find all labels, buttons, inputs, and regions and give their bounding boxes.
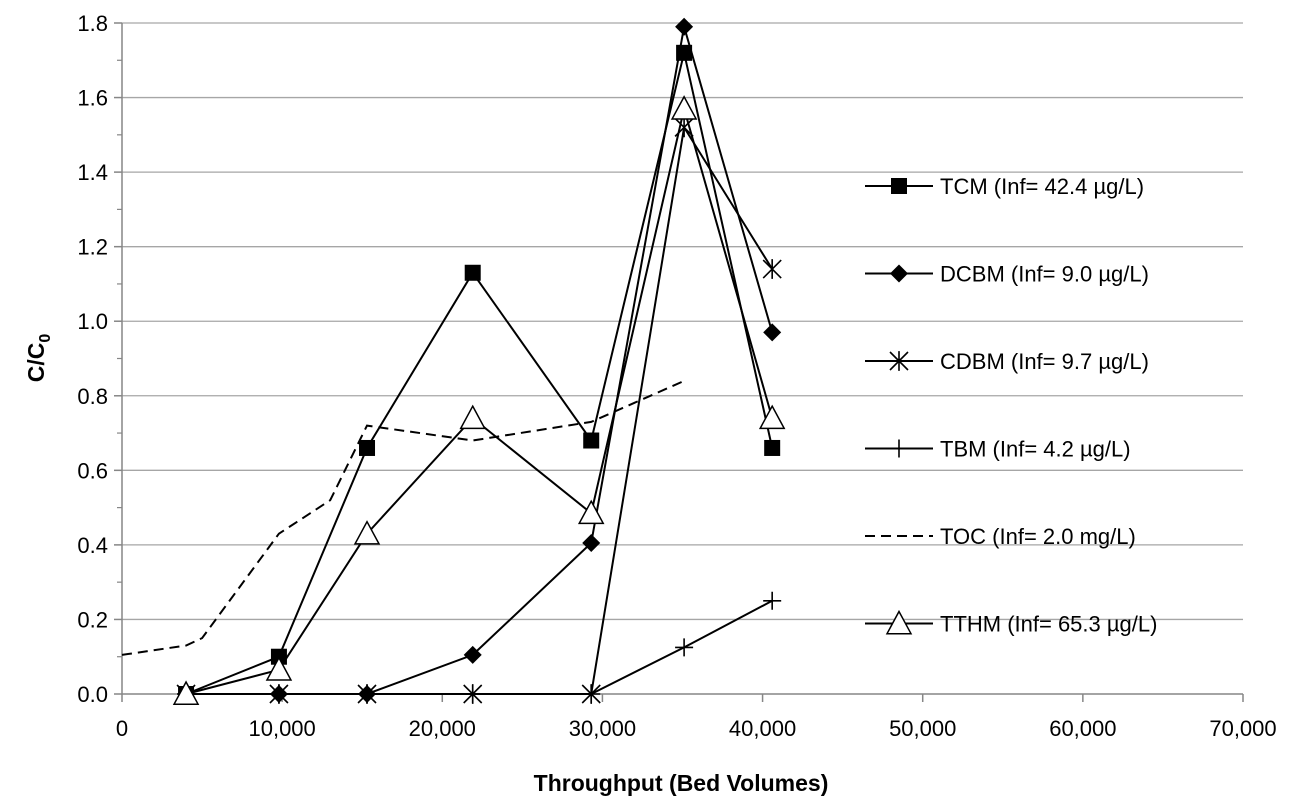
- y-tick-labels: 0.0 0.2 0.4 0.6 0.8 1.0 1.2 1.4 1.6 1.8: [77, 11, 108, 707]
- series-3: [177, 591, 782, 703]
- plus-marker: [675, 638, 694, 657]
- triangle-marker: [265, 656, 293, 681]
- legend-item: TOC (Inf= 2.0 mg/L): [865, 524, 1136, 549]
- diamond-marker: [269, 685, 288, 703]
- series-line: [186, 124, 774, 695]
- series: [121, 17, 786, 705]
- series-line: [185, 52, 774, 695]
- x-tick-label: 50,000: [889, 716, 956, 741]
- diamond-marker: [358, 685, 377, 703]
- star-marker: [581, 684, 601, 704]
- triangle-marker: [353, 520, 381, 545]
- y-tick-label: 0.2: [77, 607, 108, 632]
- legend-label: TBM (Inf= 4.2 µg/L): [940, 437, 1131, 462]
- x-tick-label: 60,000: [1049, 716, 1116, 741]
- y-tick-label: 0.0: [77, 682, 108, 707]
- x-tick-label: 10,000: [248, 716, 315, 741]
- star-marker: [463, 684, 483, 704]
- triangle-marker: [459, 404, 486, 430]
- square-marker: [891, 178, 907, 194]
- y-tick-label: 0.8: [77, 384, 108, 409]
- star-marker: [889, 351, 909, 371]
- y-tick-label: 0.6: [77, 458, 108, 483]
- square-marker: [676, 44, 693, 61]
- legend-label: CDBM (Inf= 9.7 µg/L): [940, 349, 1149, 374]
- y-tick-label: 0.4: [77, 533, 108, 558]
- y-axis-title-subscript: 0: [37, 334, 54, 343]
- x-tick-label: 30,000: [569, 716, 636, 741]
- square-marker: [359, 439, 376, 456]
- x-tick-labels: 0 10,000 20,000 30,000 40,000 50,000 60,000 70,…: [116, 716, 1277, 741]
- y-tick-label: 1.6: [77, 86, 108, 111]
- series-2: [176, 117, 782, 704]
- triangle-marker: [670, 95, 698, 120]
- x-tick-label: 40,000: [729, 716, 796, 741]
- x-axis-title: Throughput (Bed Volumes): [534, 770, 829, 796]
- triangle-marker: [172, 680, 200, 705]
- square-marker: [464, 264, 481, 281]
- y-tick-label: 1.0: [77, 309, 108, 334]
- plus-marker: [763, 591, 782, 610]
- series-line: [121, 379, 685, 656]
- triangle-marker: [577, 499, 605, 525]
- diamond-marker: [890, 264, 908, 283]
- y-tick-label: 1.8: [77, 11, 108, 36]
- square-marker: [764, 439, 781, 456]
- legend-item: TBM (Inf= 4.2 µg/L): [865, 437, 1131, 462]
- diamond-marker: [582, 534, 601, 553]
- legend-label: DCBM (Inf= 9.0 µg/L): [940, 262, 1149, 287]
- diamond-marker: [463, 645, 482, 664]
- legend-item: CDBM (Inf= 9.7 µg/L): [865, 349, 1149, 374]
- y-axis-title-main: C/C: [23, 343, 49, 383]
- legend-label: TOC (Inf= 2.0 mg/L): [940, 524, 1136, 549]
- legend-label: TTHM (Inf= 65.3 µg/L): [940, 612, 1157, 637]
- x-tick-label: 0: [116, 716, 128, 741]
- legend-item: DCBM (Inf= 9.0 µg/L): [865, 262, 1149, 287]
- legend-item: TTHM (Inf= 65.3 µg/L): [865, 609, 1157, 637]
- diamond-marker: [675, 17, 694, 36]
- square-marker: [583, 432, 600, 449]
- plus-marker: [890, 439, 908, 458]
- y-axis-title: C/C0: [23, 334, 54, 383]
- series-0: [178, 44, 781, 702]
- series-5: [172, 95, 786, 705]
- legend-label: TCM (Inf= 42.4 µg/L): [940, 174, 1144, 199]
- triangle-marker: [758, 404, 786, 430]
- series-4: [121, 379, 685, 656]
- triangle-marker: [885, 609, 913, 635]
- star-marker: [762, 259, 782, 279]
- x-tick-label: 20,000: [409, 716, 476, 741]
- y-tick-label: 1.2: [77, 235, 108, 260]
- diamond-marker: [763, 323, 782, 342]
- legend-item: TCM (Inf= 42.4 µg/L): [865, 174, 1144, 199]
- x-tick-label: 70,000: [1209, 716, 1276, 741]
- legend: TCM (Inf= 42.4 µg/L) DCBM (Inf= 9.0 µg/L)…: [865, 174, 1157, 637]
- series-line: [185, 108, 774, 695]
- y-tick-label: 1.4: [77, 160, 108, 185]
